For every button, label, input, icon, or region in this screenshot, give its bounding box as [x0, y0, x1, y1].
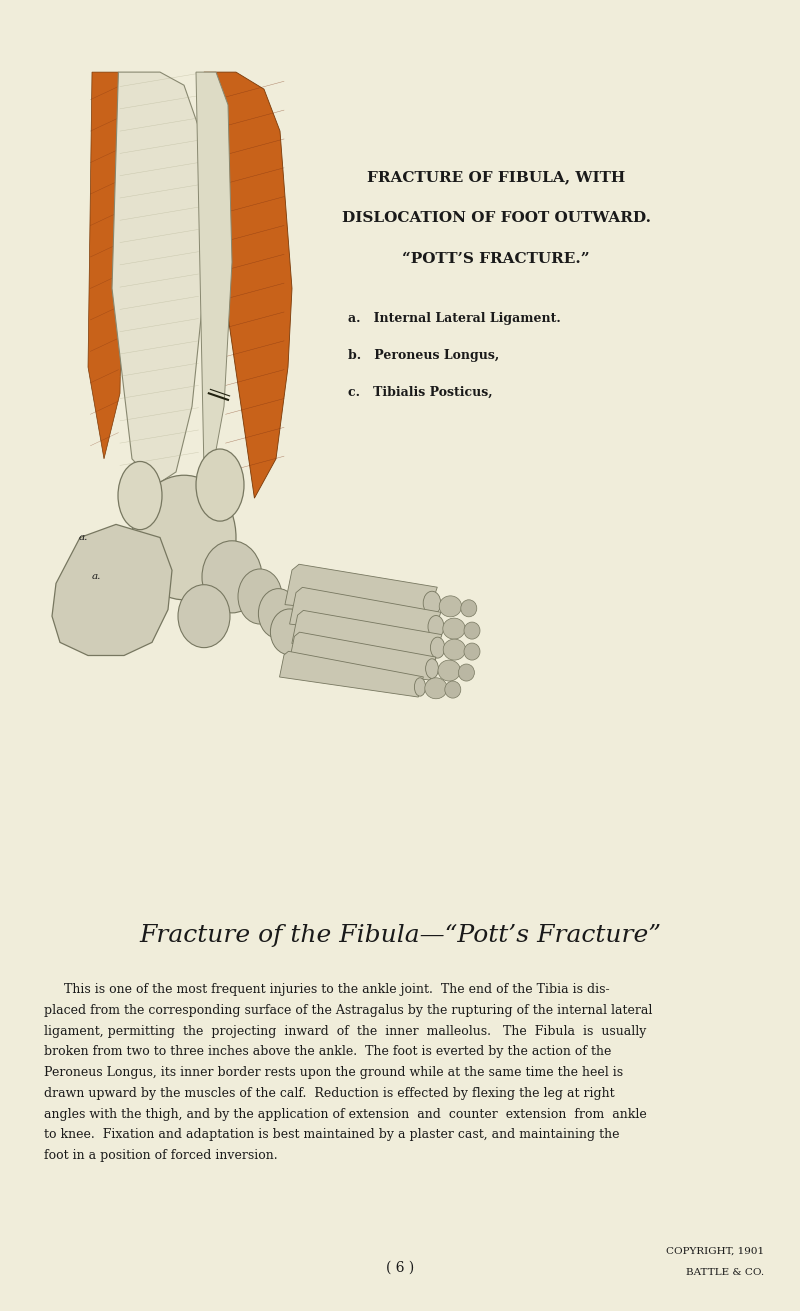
Ellipse shape	[258, 589, 298, 638]
Ellipse shape	[238, 569, 282, 624]
Text: c.   Tibialis Posticus,: c. Tibialis Posticus,	[348, 385, 493, 399]
Text: FRACTURE OF FIBULA, WITH: FRACTURE OF FIBULA, WITH	[367, 170, 625, 185]
Text: “POTT’S FRACTURE.”: “POTT’S FRACTURE.”	[402, 252, 590, 266]
Ellipse shape	[445, 682, 461, 697]
Ellipse shape	[430, 637, 445, 658]
Text: a.: a.	[78, 534, 88, 543]
Polygon shape	[112, 72, 204, 485]
Ellipse shape	[464, 623, 480, 638]
Text: broken from two to three inches above the ankle.  The foot is everted by the act: broken from two to three inches above th…	[44, 1045, 611, 1058]
Polygon shape	[290, 587, 441, 641]
Polygon shape	[204, 72, 292, 498]
Text: drawn upward by the muscles of the calf.  Reduction is effected by flexing the l: drawn upward by the muscles of the calf.…	[44, 1087, 614, 1100]
Ellipse shape	[443, 638, 466, 661]
Ellipse shape	[442, 619, 465, 638]
Text: Fracture of the Fibula—“Pott’s Fracture”: Fracture of the Fibula—“Pott’s Fracture”	[139, 924, 661, 948]
Ellipse shape	[132, 475, 236, 600]
Text: ( 6 ): ( 6 )	[386, 1260, 414, 1274]
Ellipse shape	[439, 595, 462, 616]
Text: a.: a.	[92, 573, 102, 582]
Polygon shape	[285, 564, 438, 619]
Text: BATTLE & CO.: BATTLE & CO.	[686, 1268, 764, 1277]
Polygon shape	[290, 632, 436, 680]
Polygon shape	[88, 72, 124, 459]
Text: a.   Internal Lateral Ligament.: a. Internal Lateral Ligament.	[348, 312, 561, 325]
Ellipse shape	[196, 448, 244, 520]
Ellipse shape	[426, 658, 438, 679]
Text: COPYRIGHT, 1901: COPYRIGHT, 1901	[666, 1247, 764, 1256]
Text: angles with the thigh, and by the application of extension  and  counter  extens: angles with the thigh, and by the applic…	[44, 1108, 646, 1121]
Ellipse shape	[178, 585, 230, 648]
Ellipse shape	[425, 678, 447, 699]
Polygon shape	[52, 524, 172, 656]
Text: ligament, permitting  the  projecting  inward  of  the  inner  malleolus.   The : ligament, permitting the projecting inwa…	[44, 1025, 646, 1038]
Text: This is one of the most frequent injuries to the ankle joint.  The end of the Ti: This is one of the most frequent injurie…	[44, 983, 610, 996]
Polygon shape	[196, 72, 232, 472]
Text: to knee.  Fixation and adaptation is best maintained by a plaster cast, and main: to knee. Fixation and adaptation is best…	[44, 1129, 619, 1142]
Text: DISLOCATION OF FOOT OUTWARD.: DISLOCATION OF FOOT OUTWARD.	[342, 211, 650, 225]
Ellipse shape	[270, 608, 309, 654]
Ellipse shape	[461, 600, 477, 616]
Text: b.   Peroneus Longus,: b. Peroneus Longus,	[348, 349, 499, 362]
Ellipse shape	[458, 663, 474, 682]
Ellipse shape	[464, 644, 480, 659]
Ellipse shape	[118, 461, 162, 530]
Ellipse shape	[202, 540, 262, 612]
Text: foot in a position of forced inversion.: foot in a position of forced inversion.	[44, 1148, 278, 1162]
Text: Peroneus Longus, its inner border rests upon the ground while at the same time t: Peroneus Longus, its inner border rests …	[44, 1066, 623, 1079]
Ellipse shape	[423, 591, 441, 615]
Polygon shape	[279, 652, 423, 697]
Ellipse shape	[438, 661, 461, 682]
Ellipse shape	[428, 615, 444, 638]
Ellipse shape	[414, 678, 426, 696]
Text: placed from the corresponding surface of the Astragalus by the rupturing of the : placed from the corresponding surface of…	[44, 1004, 652, 1017]
Polygon shape	[292, 611, 442, 661]
